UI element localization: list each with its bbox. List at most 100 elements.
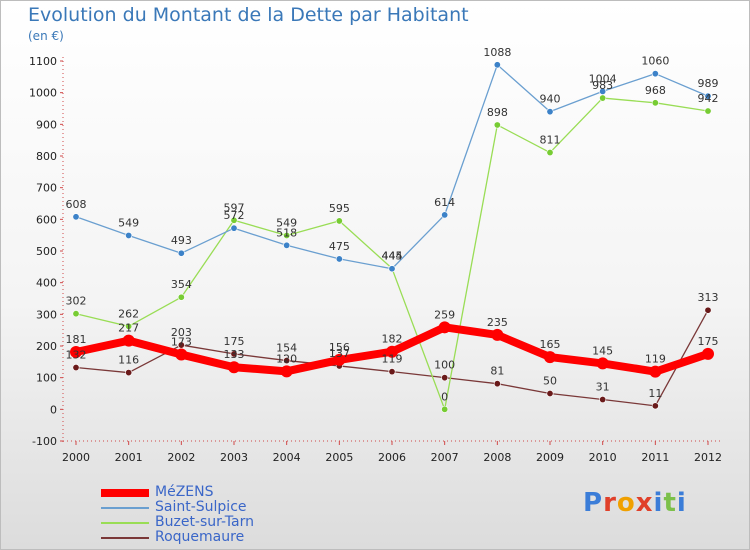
- data-point-mezens: [649, 365, 662, 378]
- x-tick-label: 2004: [273, 451, 301, 464]
- data-label-roquemaure: 116: [118, 354, 139, 367]
- data-label-buzet-sur-tarn: 968: [645, 84, 666, 97]
- x-tick-label: 2001: [115, 451, 143, 464]
- data-label-buzet-sur-tarn: 597: [224, 201, 245, 214]
- y-tick-label: 800: [36, 150, 57, 163]
- logo-letter: i: [676, 488, 687, 518]
- data-label-roquemaure: 132: [66, 349, 87, 362]
- data-point-mezens: [491, 328, 504, 341]
- data-point-roquemaure: [441, 374, 449, 382]
- data-label-buzet-sur-tarn: 549: [276, 216, 297, 229]
- y-tick-label: 300: [36, 308, 57, 321]
- data-label-mezens: 259: [434, 308, 455, 321]
- data-point-roquemaure: [704, 306, 712, 314]
- data-label-buzet-sur-tarn: 262: [118, 307, 139, 320]
- data-point-saint-sulpice: [546, 108, 554, 116]
- data-point-buzet-sur-tarn: [651, 99, 659, 107]
- data-label-mezens: 156: [329, 341, 350, 354]
- data-label-saint-sulpice: 608: [66, 198, 87, 211]
- series-layer: [70, 61, 714, 413]
- data-point-buzet-sur-tarn: [125, 322, 133, 330]
- data-point-mezens: [544, 351, 556, 364]
- legend-item-mezens: MéZENS: [101, 485, 214, 500]
- legend-swatch-roquemaure: [101, 536, 149, 539]
- chart-title: Evolution du Montant de la Dette par Hab…: [28, 4, 469, 26]
- data-point-saint-sulpice: [335, 255, 343, 263]
- x-tick-label: 2005: [325, 451, 353, 464]
- data-point-buzet-sur-tarn: [230, 216, 238, 224]
- data-point-mezens: [280, 365, 293, 378]
- data-point-saint-sulpice: [230, 224, 238, 232]
- data-label-mezens: 235: [487, 316, 508, 329]
- data-point-saint-sulpice: [599, 87, 607, 95]
- y-tick-label: 1100: [29, 55, 57, 68]
- data-label-mezens: 182: [382, 333, 403, 346]
- y-tick-label: 100: [36, 372, 57, 385]
- data-label-saint-sulpice: 475: [329, 240, 350, 253]
- data-point-roquemaure: [599, 396, 607, 404]
- x-tick-label: 2010: [589, 451, 617, 464]
- y-tick-label: 1000: [29, 87, 57, 100]
- data-point-roquemaure: [125, 369, 133, 377]
- data-point-mezens: [122, 334, 135, 347]
- data-label-roquemaure: 137: [329, 347, 350, 360]
- data-label-saint-sulpice: 614: [434, 196, 455, 209]
- logo-letter: o: [616, 488, 636, 518]
- data-point-buzet-sur-tarn: [493, 121, 501, 129]
- data-label-saint-sulpice: 989: [698, 77, 719, 90]
- legend-item-buzet-sur-tarn: Buzet-sur-Tarn: [101, 515, 254, 530]
- data-label-mezens: 173: [171, 336, 192, 349]
- data-point-roquemaure: [283, 357, 291, 365]
- data-label-roquemaure: 11: [648, 387, 662, 400]
- x-tick-label: 2012: [694, 451, 722, 464]
- data-point-mezens: [228, 361, 240, 374]
- data-label-mezens: 119: [645, 353, 666, 366]
- data-label-saint-sulpice: 549: [118, 216, 139, 229]
- data-point-buzet-sur-tarn: [177, 293, 185, 301]
- legend-item-roquemaure: Roquemaure: [101, 530, 244, 545]
- data-point-buzet-sur-tarn: [599, 94, 607, 102]
- data-label-mezens: 165: [540, 338, 561, 351]
- data-label-saint-sulpice: 1088: [483, 46, 511, 59]
- legend-item-saint-sulpice: Saint-Sulpice: [101, 500, 247, 515]
- data-label-mezens: 120: [276, 352, 297, 365]
- data-point-mezens: [175, 348, 188, 361]
- data-point-saint-sulpice: [493, 61, 501, 69]
- y-tick-label: 700: [36, 182, 57, 195]
- data-label-mezens: 175: [698, 335, 719, 348]
- data-label-roquemaure: 119: [382, 353, 403, 366]
- data-point-roquemaure: [388, 368, 396, 376]
- legend-label-roquemaure: Roquemaure: [155, 529, 245, 545]
- legend-label-saint-sulpice: Saint-Sulpice: [155, 499, 247, 515]
- data-point-mezens: [333, 353, 346, 366]
- data-label-roquemaure: 175: [224, 335, 245, 348]
- logo-letter: r: [603, 488, 617, 518]
- data-label-buzet-sur-tarn: 354: [171, 278, 192, 291]
- data-label-buzet-sur-tarn: 983: [592, 79, 613, 92]
- axes: -100010020030040050060070080090010001100…: [29, 55, 723, 464]
- data-point-saint-sulpice: [283, 241, 291, 249]
- data-point-saint-sulpice: [177, 249, 185, 257]
- data-label-roquemaure: 313: [698, 291, 719, 304]
- data-label-buzet-sur-tarn: 445: [382, 249, 403, 262]
- x-tick-label: 2007: [431, 451, 459, 464]
- data-label-buzet-sur-tarn: 0: [441, 390, 448, 403]
- legend-swatch-mezens: [101, 488, 149, 497]
- data-label-mezens: 133: [224, 348, 245, 361]
- data-point-buzet-sur-tarn: [335, 217, 343, 225]
- y-tick-label: 0: [50, 403, 57, 416]
- data-label-buzet-sur-tarn: 811: [540, 134, 561, 147]
- data-point-saint-sulpice: [388, 265, 396, 273]
- x-tick-label: 2003: [220, 451, 248, 464]
- data-point-buzet-sur-tarn: [72, 310, 80, 318]
- data-label-saint-sulpice: 518: [276, 226, 297, 239]
- chart-subtitle: (en €): [28, 29, 64, 43]
- data-point-saint-sulpice: [125, 231, 133, 239]
- x-tick-label: 2009: [536, 451, 564, 464]
- data-label-mezens: 217: [118, 322, 139, 335]
- y-tick-label: -100: [32, 435, 57, 448]
- data-point-buzet-sur-tarn: [546, 149, 554, 157]
- data-label-roquemaure: 154: [276, 342, 297, 355]
- proxiti-logo: Proxiti: [583, 488, 687, 518]
